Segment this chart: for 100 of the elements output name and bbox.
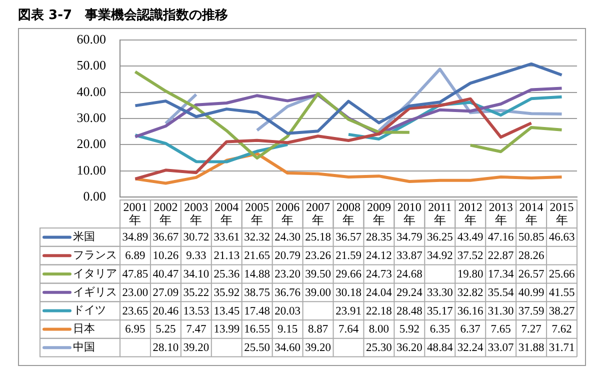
x-tick-label: 2009年 (366, 200, 391, 228)
data-label: 6.95 (125, 324, 146, 336)
data-label: 24.12 (366, 250, 392, 262)
x-tick-label: 2003年 (184, 200, 208, 228)
data-label: 47.16 (488, 232, 514, 244)
data-label: 39.20 (183, 342, 210, 354)
data-label: 28.10 (152, 342, 179, 354)
data-label: 32.32 (244, 232, 270, 244)
data-label: 31.71 (548, 342, 575, 354)
legend-label: ドイツ (73, 304, 106, 317)
data-label: 21.65 (244, 250, 270, 262)
data-label: 6.89 (125, 250, 146, 262)
data-label: 7.64 (338, 324, 359, 336)
data-label: 32.24 (457, 342, 484, 354)
data-label: 30.72 (183, 232, 210, 244)
data-label: 17.48 (244, 305, 270, 318)
x-tick-label: 2008年 (336, 200, 360, 228)
data-label: 40.47 (152, 268, 179, 281)
data-label: 30.18 (336, 286, 362, 299)
data-label: 34.79 (396, 232, 423, 244)
data-label: 5.92 (399, 324, 420, 336)
legend-label: イタリア (73, 266, 117, 280)
y-tick-label: 50.00 (76, 58, 106, 73)
data-label: 35.92 (214, 286, 240, 299)
data-label: 23.00 (122, 286, 148, 299)
legend-label: フランス (73, 248, 117, 262)
x-tick-label: 2015年 (550, 200, 574, 228)
x-tick-label: 2005年 (245, 200, 270, 228)
data-label: 13.99 (214, 324, 240, 336)
data-label: 50.85 (518, 232, 544, 244)
data-label: 20.79 (274, 250, 301, 262)
data-label: 20.46 (152, 305, 179, 318)
y-tick-label: 10.00 (76, 162, 106, 178)
data-label: 41.55 (548, 286, 575, 299)
data-label: 34.92 (426, 250, 454, 262)
x-tick-label: 2014年 (519, 200, 544, 228)
data-label: 23.65 (122, 305, 148, 318)
chart-title: 図表 3-7 事業機会認識指数の推移 (18, 6, 228, 24)
data-label: 16.55 (244, 324, 270, 336)
x-tick-label: 2004年 (214, 200, 239, 228)
x-tick-label: 2002年 (154, 200, 178, 228)
data-label: 40.99 (518, 286, 544, 299)
data-label: 29.24 (396, 286, 423, 299)
data-label: 24.04 (366, 286, 392, 299)
data-label: 25.18 (305, 232, 332, 244)
data-label: 9.33 (186, 250, 206, 262)
data-label: 23.20 (274, 268, 301, 281)
data-label: 25.36 (214, 268, 240, 281)
data-label: 27.09 (152, 286, 179, 299)
data-label: 36.67 (152, 232, 179, 244)
y-tick-label: 40.00 (76, 84, 106, 99)
data-label: 26.57 (518, 268, 544, 281)
data-label: 35.17 (426, 305, 454, 318)
data-label: 35.22 (183, 286, 210, 299)
x-tick-label: 2010年 (397, 200, 422, 228)
data-label: 31.88 (518, 342, 544, 354)
data-label: 24.68 (396, 268, 423, 281)
data-label: 34.89 (122, 232, 148, 244)
data-label: 28.48 (396, 305, 423, 318)
data-label: 35.54 (488, 286, 514, 299)
data-label: 34.60 (274, 342, 301, 354)
data-label: 20.03 (274, 305, 301, 318)
data-label: 14.88 (244, 268, 270, 281)
data-label: 39.50 (305, 268, 332, 281)
data-label: 46.63 (548, 232, 575, 244)
data-label: 31.30 (488, 305, 514, 318)
data-label: 29.66 (336, 268, 362, 281)
data-label: 28.26 (518, 250, 544, 262)
legend-label: 日本 (73, 322, 95, 336)
data-label: 28.35 (366, 232, 392, 244)
data-label: 38.27 (548, 305, 575, 318)
data-label: 22.18 (366, 305, 392, 318)
data-label: 8.00 (368, 324, 390, 336)
x-tick-label: 2011年 (428, 200, 452, 228)
legend-label: 米国 (73, 230, 95, 244)
data-label: 22.87 (488, 250, 514, 262)
y-tick-label: 20.00 (76, 136, 106, 152)
y-tick-label: 0.00 (83, 188, 106, 204)
x-tick-label: 2001年 (123, 200, 148, 228)
data-label: 13.53 (183, 305, 210, 318)
data-label: 33.30 (426, 286, 454, 299)
data-label: 36.25 (426, 232, 454, 244)
data-label: 34.10 (183, 268, 210, 281)
data-label: 6.37 (460, 324, 481, 336)
data-label: 7.65 (490, 324, 512, 336)
data-label: 37.59 (518, 305, 544, 318)
data-label: 33.87 (396, 250, 423, 262)
data-label: 25.66 (548, 268, 575, 281)
data-label: 10.26 (152, 250, 179, 262)
data-label: 47.85 (122, 268, 148, 281)
legend-label: 中国 (73, 340, 95, 354)
data-label: 25.50 (244, 342, 270, 354)
data-label: 39.00 (305, 286, 332, 299)
x-tick-label: 2012年 (458, 200, 482, 228)
legend-label: イギリス (73, 285, 117, 298)
data-label: 5.25 (156, 324, 176, 336)
data-label: 33.07 (488, 342, 514, 354)
data-label: 36.57 (336, 232, 362, 244)
data-label: 8.87 (308, 324, 328, 336)
data-label: 39.20 (305, 342, 332, 354)
